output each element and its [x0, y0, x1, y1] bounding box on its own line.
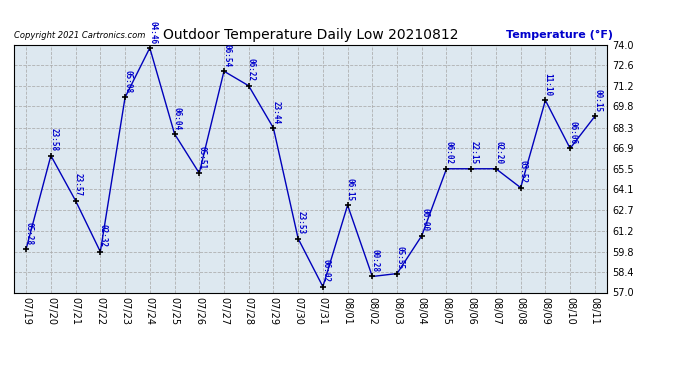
Text: 00:28: 00:28 [371, 249, 380, 272]
Text: 02:32: 02:32 [99, 225, 108, 248]
Text: 23:53: 23:53 [297, 211, 306, 234]
Text: 06:15: 06:15 [346, 178, 355, 201]
Text: 05:51: 05:51 [197, 146, 206, 169]
Text: 23:44: 23:44 [272, 101, 281, 124]
Text: 06:54: 06:54 [222, 44, 231, 67]
Title: Outdoor Temperature Daily Low 20210812: Outdoor Temperature Daily Low 20210812 [163, 28, 458, 42]
Text: 05:28: 05:28 [24, 222, 33, 245]
Text: Temperature (°F): Temperature (°F) [506, 30, 613, 40]
Text: 06:02: 06:02 [321, 260, 330, 282]
Text: 23:57: 23:57 [74, 174, 83, 196]
Text: Copyright 2021 Cartronics.com: Copyright 2021 Cartronics.com [14, 31, 145, 40]
Text: 00:15: 00:15 [593, 89, 602, 112]
Text: 02:20: 02:20 [494, 141, 503, 165]
Text: 06:04: 06:04 [172, 106, 181, 130]
Text: 23:58: 23:58 [49, 128, 58, 152]
Text: 05:55: 05:55 [395, 246, 404, 269]
Text: 06:22: 06:22 [247, 58, 256, 82]
Text: 06:06: 06:06 [569, 121, 578, 144]
Text: 06:00: 06:00 [420, 209, 429, 231]
Text: 11:10: 11:10 [544, 73, 553, 96]
Text: 06:02: 06:02 [445, 141, 454, 165]
Text: 22:15: 22:15 [469, 141, 478, 165]
Text: 05:08: 05:08 [124, 70, 132, 93]
Text: 03:52: 03:52 [519, 160, 528, 183]
Text: 04:46: 04:46 [148, 21, 157, 44]
